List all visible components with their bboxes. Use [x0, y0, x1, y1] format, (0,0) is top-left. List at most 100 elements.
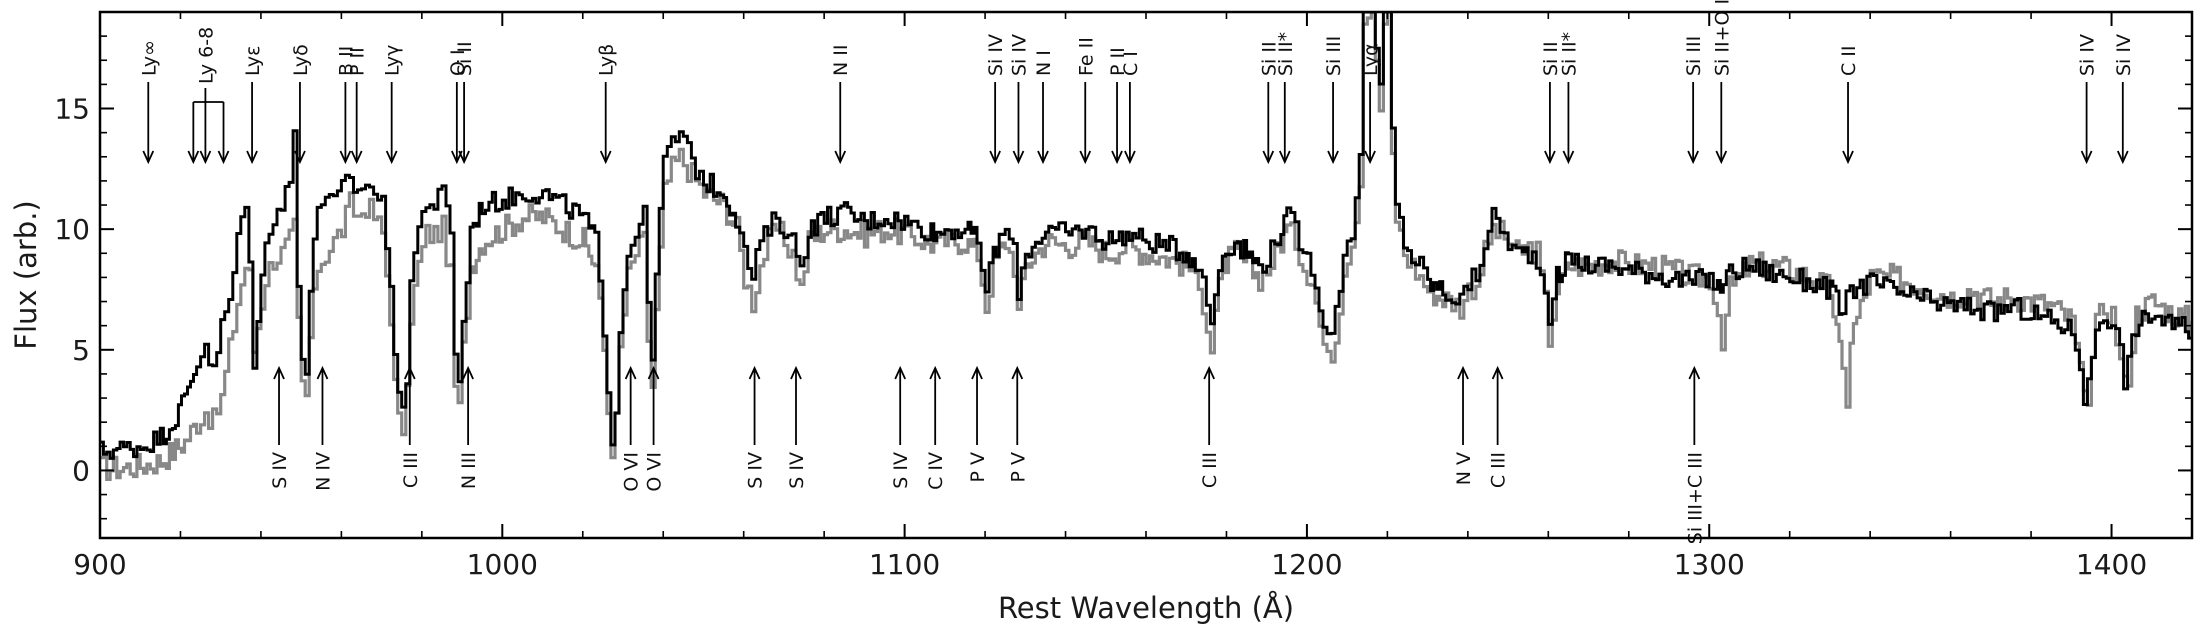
bottom-marker-label: O VI — [621, 452, 643, 492]
top-marker-label: Lyδ — [290, 44, 312, 76]
top-marker-label: C I — [1120, 51, 1142, 76]
bottom-marker-arrow-head — [403, 365, 416, 380]
bottom-marker-arrow-head — [1491, 365, 1504, 380]
bottom-marker-label: N V — [1453, 452, 1475, 485]
top-marker-arrow-head — [1124, 150, 1136, 165]
top-marker-label: Lyα — [1360, 43, 1382, 76]
bottom-marker-label: S IV — [890, 452, 912, 489]
top-marker-arrow-head — [339, 150, 352, 165]
data-layer — [100, 12, 2192, 481]
y-tick-label: 0 — [72, 454, 90, 487]
x-tick-label: 1200 — [1271, 548, 1342, 581]
y-tick-label: 15 — [54, 93, 90, 126]
bottom-marker-arrow-head — [748, 365, 761, 380]
top-marker-label: Si II* — [1275, 32, 1297, 76]
top-marker-arrow-head — [1562, 150, 1575, 165]
top-marker-arrow-head — [1278, 150, 1291, 165]
ly-group-arrow-head — [187, 150, 200, 165]
top-marker-arrow-head — [1037, 150, 1049, 165]
top-marker-arrow-head — [1687, 150, 1699, 165]
ly-group-label: Ly 6-8 — [195, 27, 217, 84]
top-marker-label: Si II — [454, 41, 476, 76]
bottom-marker-label: P V — [1007, 452, 1029, 483]
bottom-marker-arrow-head — [1203, 365, 1215, 380]
bottom-marker-label: C III — [400, 452, 422, 488]
bottom-marker-arrow-head — [647, 365, 660, 380]
bottom-marker-arrow-head — [624, 365, 637, 380]
series-line-black — [100, 12, 2192, 460]
top-marker-label: Si IV — [2077, 34, 2099, 76]
series-line-gray — [100, 12, 2192, 481]
bottom-marker-arrow-head — [894, 365, 907, 380]
top-marker-arrow-head — [599, 150, 612, 165]
top-marker-arrow-head — [458, 150, 470, 165]
top-marker-arrow-head — [246, 150, 258, 165]
bottom-marker-label: N III — [458, 452, 480, 489]
top-marker-label: Si IV — [2113, 34, 2135, 76]
top-marker-label: Si II — [1258, 41, 1280, 76]
bottom-marker-arrow-head — [929, 365, 942, 380]
top-marker-label: Si II* — [1558, 32, 1580, 76]
top-marker-label: B II — [335, 46, 357, 76]
x-tick-label: 900 — [73, 548, 126, 581]
top-marker-label: Lyβ — [596, 44, 618, 76]
x-tick-label: 1300 — [1674, 548, 1745, 581]
bottom-marker-label: S IV — [269, 452, 291, 489]
top-marker-label: C II — [1838, 45, 1860, 76]
ly-group-arrow-head — [217, 150, 230, 165]
bottom-marker-arrow-head — [971, 365, 983, 380]
top-marker-arrow-head — [1262, 150, 1275, 165]
bottom-marker-label: N IV — [312, 452, 334, 491]
top-marker-arrow-head — [1012, 150, 1025, 165]
tick-layer: 900 1000 1100 1200 1300 1400 0 5 10 15 — [54, 12, 2193, 581]
y-tick-label: 10 — [54, 213, 90, 246]
top-marker-label: Si II — [1540, 41, 1562, 76]
top-marker-label: O I — [447, 49, 469, 76]
y-tick-label: 5 — [72, 334, 90, 367]
top-marker-label: P II — [1107, 47, 1129, 76]
top-marker-arrow-head — [1327, 150, 1339, 165]
top-marker-arrow-head — [142, 150, 155, 165]
top-marker-label: Si IV — [1008, 34, 1030, 76]
top-marker-label: Si III — [1323, 36, 1345, 76]
ly-group-arrow-head — [199, 150, 212, 165]
bottom-marker-arrow-head — [462, 365, 474, 380]
top-marker-arrow-head — [1842, 150, 1854, 165]
bottom-marker-arrow-head — [316, 365, 329, 380]
bottom-marker-label: S IV — [745, 452, 767, 489]
top-marker-label: Si III — [1683, 36, 1705, 76]
bottom-marker-arrow-head — [1688, 365, 1701, 380]
top-marker-label: Si IV — [985, 34, 1007, 76]
bottom-marker-arrow-head — [790, 365, 802, 380]
bottom-marker-arrow-head — [273, 365, 285, 380]
top-marker-arrow-head — [1111, 150, 1123, 165]
top-marker-label: N II — [830, 45, 852, 76]
top-marker-arrow-head — [2116, 150, 2129, 165]
top-marker-arrow-head — [294, 150, 306, 165]
bottom-marker-label: S IV — [786, 452, 808, 489]
top-marker-label: N I — [1033, 50, 1055, 76]
top-marker-arrow-head — [1544, 150, 1556, 165]
bottom-marker-arrow-head — [1011, 365, 1024, 380]
top-marker-label: Lyγ — [382, 45, 404, 76]
x-tick-label: 1400 — [2076, 548, 2147, 581]
top-marker-arrow-head — [385, 150, 398, 165]
bottom-marker-label: O VI — [644, 452, 666, 492]
top-marker-arrow-head — [2080, 150, 2093, 165]
bottom-marker-label: C IV — [925, 452, 947, 490]
x-tick-label: 1000 — [467, 548, 538, 581]
top-marker-arrow-head — [1715, 150, 1728, 165]
top-marker-arrow-head — [1079, 150, 1092, 165]
x-tick-label: 1100 — [869, 548, 940, 581]
bottom-marker-label: P V — [967, 452, 989, 483]
bottom-marker-label: C III — [1488, 452, 1510, 488]
top-marker-label: Ly∞ — [138, 40, 160, 76]
top-marker-label: Fe II — [1075, 37, 1097, 76]
x-axis-title: Rest Wavelength (Å) — [998, 591, 1294, 625]
y-axis-title: Flux (arb.) — [9, 200, 43, 349]
top-marker-arrow-head — [989, 150, 1001, 165]
bottom-marker-label: C III — [1199, 452, 1221, 488]
top-marker-arrow-head — [834, 150, 847, 165]
